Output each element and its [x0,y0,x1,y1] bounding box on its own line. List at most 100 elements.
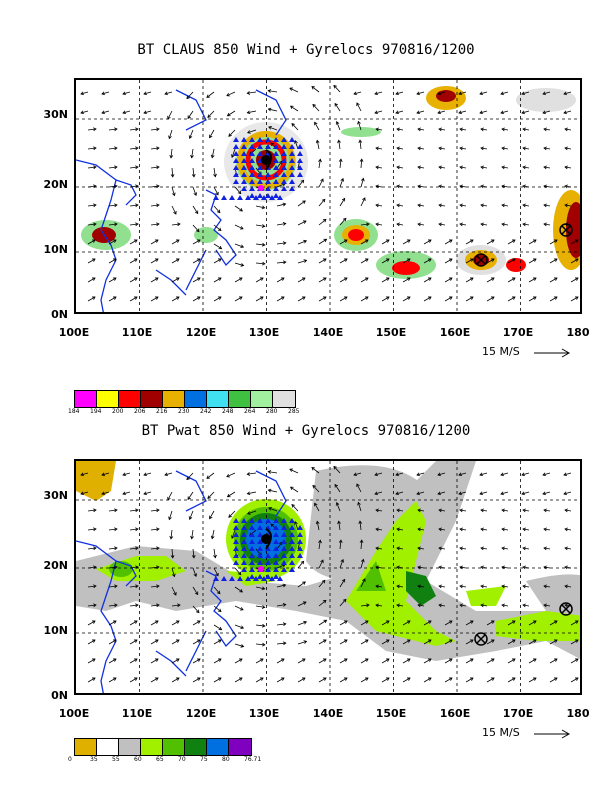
wind-arrowhead [395,91,400,96]
wind-arrowhead [395,110,400,115]
wind-arrowhead [217,277,222,281]
wind-arrowhead [190,154,194,159]
colorbar-tick-label: 264 [244,408,256,415]
wind-arrow [438,547,446,550]
wind-arrow [416,491,425,495]
wind-arrowhead [459,165,463,170]
wind-arrowhead [101,110,106,115]
panel2-map [74,459,582,695]
wind-arrowhead [406,277,411,281]
wind-arrowhead [246,130,251,134]
wind-arrow [129,166,139,169]
wind-arrowhead [91,658,96,662]
wind-arrowhead [469,639,474,643]
colorbar-tick-label: 55 [112,756,120,763]
wind-arrowhead [501,165,505,170]
wind-arrow [297,640,307,645]
wind-arrow [438,128,446,131]
wind-arrow [87,677,96,683]
wind-arrowhead [114,146,118,151]
wind-arrowhead [135,584,139,589]
wind-arrow [150,223,160,226]
wind-arrow [171,205,177,215]
wind-arrow [564,585,572,588]
wind-arrowhead [501,508,505,513]
wind-arrow [213,567,219,577]
wind-arrowhead [154,658,159,662]
wind-arrowhead [135,527,139,532]
panel1-lon-180: 180 [566,326,590,339]
wind-arrowhead [385,277,390,281]
wind-arrow [396,147,404,150]
colorbar-swatch [141,739,163,755]
wind-arrowhead [574,677,579,681]
wind-arrow [314,503,320,512]
wind-arrowhead [114,222,118,227]
wind-arrowhead [237,190,242,195]
wind-arrow [318,619,327,626]
wind-arrowhead [532,277,537,281]
wind-arrow [416,110,425,114]
wind-arrowhead [427,658,432,662]
wind-arrowhead [574,277,579,281]
wind-arrow [360,296,369,302]
wind-arrowhead [282,603,287,607]
wind-arrowhead [417,603,421,608]
wind-arrowhead [564,165,568,170]
wind-arrowhead [196,239,201,243]
wind-arrowhead [93,165,97,170]
wind-arrow [297,561,304,569]
wind-arrowhead [563,91,568,96]
wind-arrow [465,258,474,264]
wind-arrow [564,128,572,131]
wind-arrowhead [459,603,463,608]
wind-arrow [255,677,264,683]
gyre-triangle [281,137,287,142]
wind-arrow [186,91,194,99]
wind-arrow [268,471,278,474]
wind-arrow [570,258,579,264]
wind-arrowhead [187,496,191,501]
gyre-triangle [297,172,303,177]
wind-arrow [87,277,96,283]
wind-arrowhead [469,658,474,662]
wind-arrow [570,620,579,626]
wind-arrowhead [438,203,442,208]
wind-arrow [168,510,173,520]
wind-arrow [108,147,118,150]
wind-arrowhead [385,239,390,243]
wind-arrowhead [521,91,526,96]
wind-arrow [360,604,370,607]
gyre-triangle [233,179,239,184]
wind-arrow [334,484,341,493]
wind-arrow [228,129,236,137]
wind-arrowhead [93,603,97,608]
wind-arrowhead [320,178,324,183]
wind-arrow [297,277,306,283]
wind-arrowhead [395,491,400,496]
gyre-triangle [245,576,251,581]
wind-arrowhead [480,565,484,570]
wind-arrow [189,129,194,139]
wind-arrowhead [322,677,327,681]
wind-arrow [108,566,118,569]
wind-arrowhead [375,146,379,151]
wind-arrowhead [175,658,180,662]
wind-arrowhead [574,658,579,662]
wind-arrow [276,564,286,569]
wind-arrow [167,491,173,501]
wind-arrowhead [93,184,97,189]
wind-arrowhead [438,127,442,132]
wind-arrow [122,491,131,495]
wind-arrow [402,620,411,626]
gyre-triangle [257,553,263,558]
wind-arrow [336,121,341,131]
gyre-triangle [273,151,279,156]
wind-arrow [108,585,118,588]
wind-arrowhead [374,110,379,115]
panel2-map-svg [76,461,580,693]
gyre-triangle [229,195,235,200]
wind-arrowhead [521,110,526,115]
wind-arrow [374,491,383,495]
wind-arrow [339,540,342,550]
